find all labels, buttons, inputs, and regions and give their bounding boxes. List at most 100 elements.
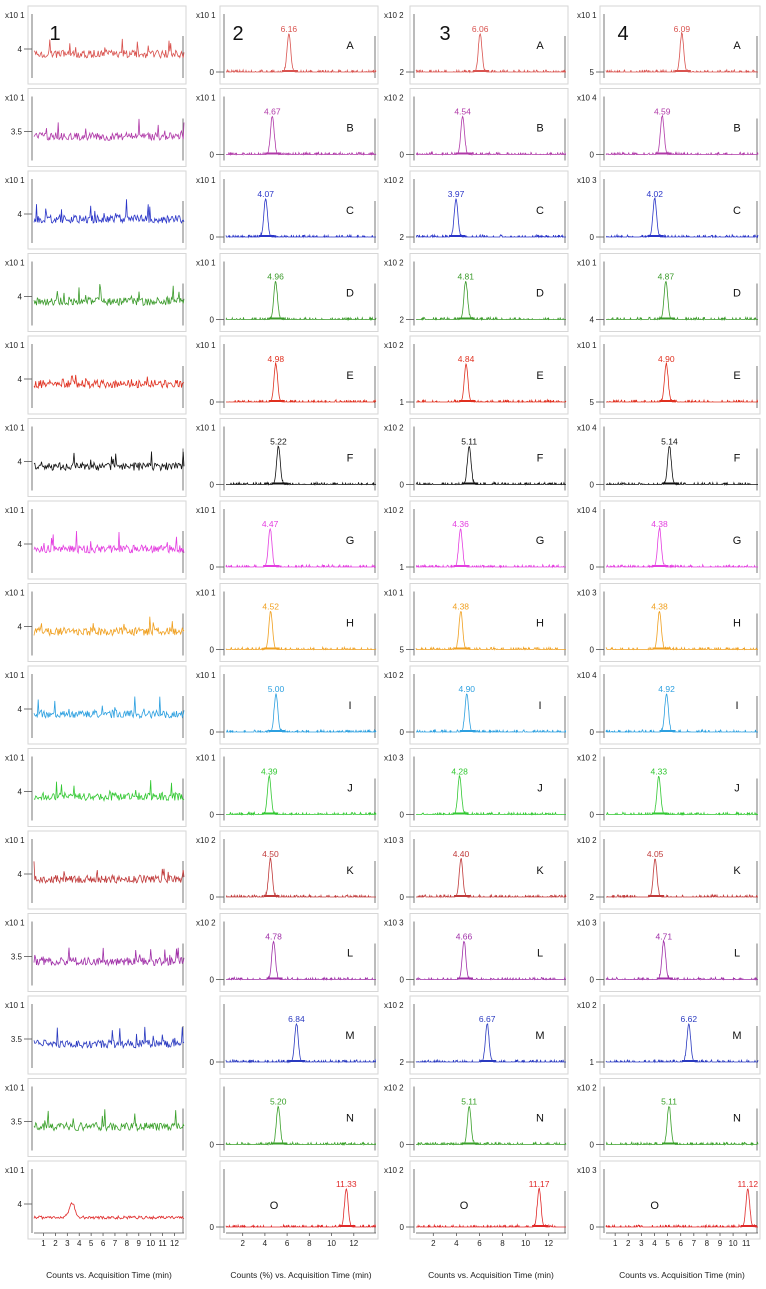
chromatogram-panel: x10 1 3.5 [5, 1078, 187, 1157]
row-letter-label: E [346, 370, 353, 382]
row-letter-label: N [536, 1113, 544, 1125]
chromatogram-trace [416, 940, 566, 981]
chromatogram-panel: x10 3 0 L 4.71 [577, 913, 761, 992]
panel-frame [409, 500, 569, 580]
peak-retention-time-label: 5.22 [270, 437, 287, 447]
chromatogram-trace [416, 775, 566, 816]
chromatogram-trace [33, 38, 185, 59]
y-tick-label: 5 [590, 68, 595, 77]
chromatogram-trace [415, 611, 567, 651]
y-multiplier-label: x10 1 [196, 424, 216, 433]
row-letter-label: D [536, 288, 544, 300]
chromatogram-panel: x10 2 2 K 4.05 [577, 830, 761, 910]
chromatogram-trace [225, 527, 376, 569]
chromatogram-trace [225, 610, 377, 651]
chromatogram-trace [605, 610, 758, 651]
x-tick-label: 8 [125, 1239, 130, 1248]
peak-retention-time-label: 4.47 [262, 519, 279, 529]
chromatogram-panel: x10 4 0 G 4.38 [577, 500, 761, 580]
chromatogram-trace [606, 280, 758, 322]
y-tick-label: 0 [400, 893, 405, 902]
y-multiplier-label: x10 3 [577, 919, 597, 928]
peak-retention-time-label: 5.11 [461, 1097, 477, 1107]
row-letter-label: F [347, 453, 354, 465]
y-tick-label: 1 [590, 1058, 595, 1067]
chromatogram-trace [33, 284, 185, 307]
chromatogram-trace [605, 939, 758, 981]
x-tick-label: 6 [285, 1239, 290, 1248]
y-tick-label: 0 [400, 728, 405, 737]
y-multiplier-label: x10 1 [5, 11, 25, 20]
x-tick-label: 11 [158, 1239, 167, 1248]
chromatogram-panel: x10 1 0 D 4.96 [196, 253, 379, 332]
y-multiplier-label: x10 4 [577, 506, 597, 515]
chromatogram-panel: x10 2 1 M 6.62 [577, 995, 761, 1075]
y-multiplier-label: x10 1 [196, 176, 216, 185]
y-multiplier-label: x10 3 [577, 589, 597, 598]
y-multiplier-label: x10 1 [5, 1166, 25, 1175]
y-multiplier-label: x10 2 [384, 1001, 404, 1010]
peak-retention-time-label: 4.92 [658, 684, 675, 694]
panel-frame [27, 830, 187, 910]
y-multiplier-label: x10 1 [5, 94, 25, 103]
y-multiplier-label: x10 2 [384, 671, 404, 680]
panel-frame [409, 5, 569, 85]
chromatogram-trace [606, 776, 758, 817]
y-tick-label: 2 [400, 68, 405, 77]
y-multiplier-label: x10 2 [384, 11, 404, 20]
chromatogram-trace [33, 1201, 185, 1221]
x-tick-label: 2 [431, 1239, 436, 1248]
y-multiplier-label: x10 1 [196, 341, 216, 350]
chromatogram-panel: x10 2 0 N 5.11 [384, 1078, 569, 1157]
chromatogram-trace [33, 616, 185, 637]
y-tick-label: 0 [590, 976, 595, 985]
y-multiplier-label: x10 2 [384, 506, 404, 515]
y-multiplier-label: x10 3 [384, 754, 404, 763]
chromatogram-panel: x10 1 4 [5, 5, 187, 85]
panel-frame [409, 830, 569, 910]
y-tick-label: 0 [590, 811, 595, 820]
row-letter-label: G [346, 535, 355, 547]
peak-retention-time-label: 4.36 [452, 519, 469, 529]
chromatogram-panel: 0 M 6.84 [210, 995, 379, 1075]
chromatogram-trace [225, 33, 377, 74]
chromatogram-trace [416, 528, 566, 569]
y-tick-label: 0 [210, 893, 215, 902]
panel-frame [27, 665, 187, 745]
y-multiplier-label: x10 3 [384, 836, 404, 845]
chromatogram-trace [226, 774, 377, 816]
x-tick-label: 3 [639, 1239, 644, 1248]
y-multiplier-label: x10 1 [196, 259, 216, 268]
y-tick-label: 0 [210, 151, 215, 160]
chromatogram-panel: x10 1 5 H 4.38 [384, 583, 569, 662]
peak-retention-time-label: 4.52 [262, 602, 279, 612]
chromatogram-trace [225, 1188, 376, 1229]
y-multiplier-label: x10 2 [384, 424, 404, 433]
y-multiplier-label: x10 1 [196, 671, 216, 680]
y-tick-label: 0 [590, 646, 595, 655]
panel-frame [219, 500, 379, 580]
chromatogram-panel: x10 2 0 B 4.54 [384, 88, 569, 167]
row-letter-label: A [346, 40, 354, 52]
chromatogram-trace [605, 32, 758, 74]
x-tick-label: 12 [349, 1239, 358, 1248]
panel-frame [219, 830, 379, 910]
peak-retention-time-label: 5.00 [268, 684, 285, 694]
y-multiplier-label: x10 4 [577, 671, 597, 680]
panel-frame [219, 5, 379, 85]
column-number-label: 3 [439, 23, 450, 45]
chromatogram-panel: x10 1 0 J 4.39 [196, 748, 379, 827]
peak-retention-time-label: 4.54 [454, 107, 471, 117]
chromatogram-trace [33, 374, 185, 390]
y-tick-label: 0 [400, 811, 405, 820]
x-tick-label: 2 [626, 1239, 631, 1248]
peak-retention-time-label: 4.78 [265, 932, 282, 942]
x-tick-label: 10 [146, 1239, 155, 1248]
y-tick-label: 0 [590, 728, 595, 737]
row-letter-label: I [348, 700, 351, 712]
chromatogram-trace [415, 197, 566, 239]
y-tick-label: 0 [400, 481, 405, 490]
x-tick-label: 5 [665, 1239, 670, 1248]
chromatogram-panel: x10 2 0 K 4.50 [196, 830, 379, 910]
peak-retention-time-label: 4.50 [262, 849, 279, 859]
